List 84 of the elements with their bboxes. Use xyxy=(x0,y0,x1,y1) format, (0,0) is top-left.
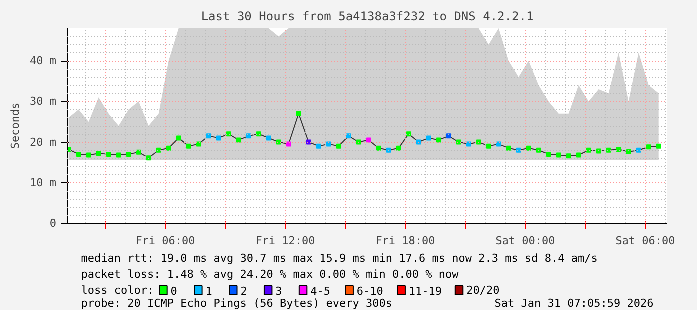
legend-label: 11-19 xyxy=(408,285,442,298)
point xyxy=(576,152,582,158)
point xyxy=(226,132,232,137)
point xyxy=(106,152,112,157)
y-tick-label: 40 m xyxy=(30,54,57,68)
point xyxy=(546,152,552,157)
point xyxy=(596,148,602,154)
point xyxy=(156,148,162,153)
y-tick-label: 30 m xyxy=(30,95,57,108)
point xyxy=(116,152,122,158)
chart-title: Last 30 Hours from 5a4138a3f232 to DNS 4.2.2.1 xyxy=(201,10,534,24)
point xyxy=(186,144,192,149)
point xyxy=(396,146,402,151)
point xyxy=(616,147,622,152)
point xyxy=(566,154,572,159)
legend-label: 4-5 xyxy=(310,285,330,298)
point xyxy=(146,156,152,161)
point xyxy=(236,138,242,143)
point xyxy=(176,136,182,141)
point xyxy=(216,136,222,141)
point xyxy=(496,142,502,147)
point xyxy=(386,148,392,153)
point xyxy=(276,140,282,145)
point xyxy=(306,140,312,145)
x-tick-label: Sat 00:00 xyxy=(496,234,556,248)
point xyxy=(166,146,172,151)
text: median rtt: 19.0 ms avg 30.7 ms max 15.9 ms min 17.6 ms now 2.3 ms sd 8.4 am/s xyxy=(81,252,598,265)
point xyxy=(636,148,642,153)
point xyxy=(96,151,102,156)
point xyxy=(366,138,372,143)
point xyxy=(526,146,532,151)
text: packet loss: 1.48 % avg 24.20 % max 0.00 % min 0.00 % now xyxy=(81,268,460,281)
point xyxy=(486,144,492,149)
point xyxy=(656,144,662,149)
legend-label: 6-10 xyxy=(356,285,384,298)
text: probe: 20 ICMP Echo Pings (56 Bytes) every 300s xyxy=(81,297,393,310)
point xyxy=(126,152,132,157)
legend-label: 3 xyxy=(276,285,282,298)
x-tick-label: Fri 06:00 xyxy=(136,234,196,248)
y-tick-label: 20 m xyxy=(30,136,57,149)
y-axis-title: Seconds xyxy=(9,102,22,150)
point xyxy=(256,132,262,137)
point xyxy=(456,140,462,145)
point xyxy=(536,148,542,153)
point xyxy=(476,140,482,145)
x-tick-label: Sat 06:00 xyxy=(616,234,676,248)
y-tick-label: 0 xyxy=(50,217,56,230)
point xyxy=(316,144,322,149)
point xyxy=(86,152,92,158)
legend-label: 20/20 xyxy=(466,284,500,297)
point xyxy=(466,142,472,147)
point xyxy=(136,150,142,155)
point xyxy=(326,142,332,147)
point xyxy=(346,134,352,139)
point xyxy=(626,150,632,154)
legend-label: 0 xyxy=(170,285,178,298)
point xyxy=(296,111,302,116)
text: Sat Jan 31 07:05:59 2026 xyxy=(494,297,654,310)
y-tick-label: 10 m xyxy=(30,176,57,190)
point xyxy=(446,134,452,139)
point xyxy=(406,132,412,137)
point xyxy=(376,146,382,151)
point xyxy=(196,142,202,147)
point xyxy=(606,148,612,153)
point xyxy=(266,136,272,141)
point xyxy=(506,146,512,151)
point xyxy=(416,140,422,145)
legend-label: 1 xyxy=(206,285,212,298)
x-tick-label: Fri 12:00 xyxy=(256,234,316,248)
point xyxy=(336,144,342,149)
point xyxy=(246,134,252,139)
point xyxy=(206,134,212,139)
point xyxy=(356,140,362,145)
legend-title: loss color: xyxy=(81,284,154,297)
point xyxy=(646,144,652,150)
legend-label: 2 xyxy=(240,285,248,298)
point xyxy=(556,152,562,158)
point xyxy=(426,136,432,141)
point xyxy=(286,142,292,147)
point xyxy=(586,148,592,153)
point xyxy=(516,148,522,153)
point xyxy=(436,138,442,143)
x-tick-label: Fri 18:00 xyxy=(376,234,436,248)
point xyxy=(76,152,82,157)
